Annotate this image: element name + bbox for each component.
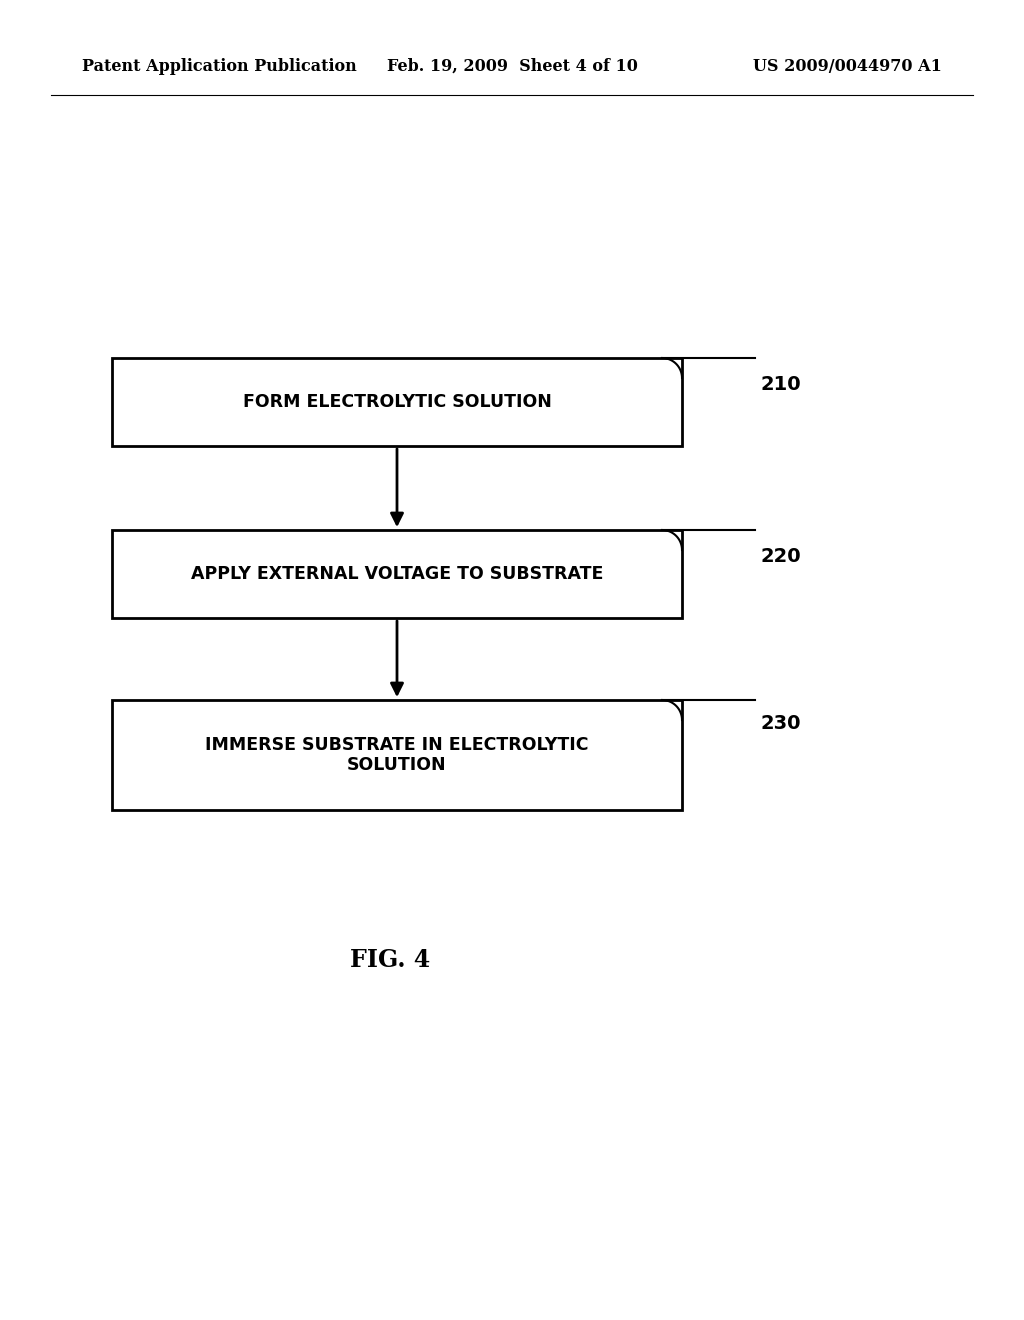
Bar (112, 700, 682, 810)
Text: 220: 220 (760, 546, 801, 566)
Bar (112, 531, 682, 618)
Text: FIG. 4: FIG. 4 (350, 948, 430, 972)
Bar (112, 358, 682, 446)
Text: APPLY EXTERNAL VOLTAGE TO SUBSTRATE: APPLY EXTERNAL VOLTAGE TO SUBSTRATE (190, 565, 603, 583)
Text: FORM ELECTROLYTIC SOLUTION: FORM ELECTROLYTIC SOLUTION (243, 393, 552, 411)
Text: 210: 210 (760, 375, 801, 393)
Text: US 2009/0044970 A1: US 2009/0044970 A1 (753, 58, 942, 75)
Text: 230: 230 (760, 714, 801, 733)
Text: Feb. 19, 2009  Sheet 4 of 10: Feb. 19, 2009 Sheet 4 of 10 (387, 58, 637, 75)
Text: IMMERSE SUBSTRATE IN ELECTROLYTIC
SOLUTION: IMMERSE SUBSTRATE IN ELECTROLYTIC SOLUTI… (205, 735, 589, 775)
Text: Patent Application Publication: Patent Application Publication (82, 58, 356, 75)
